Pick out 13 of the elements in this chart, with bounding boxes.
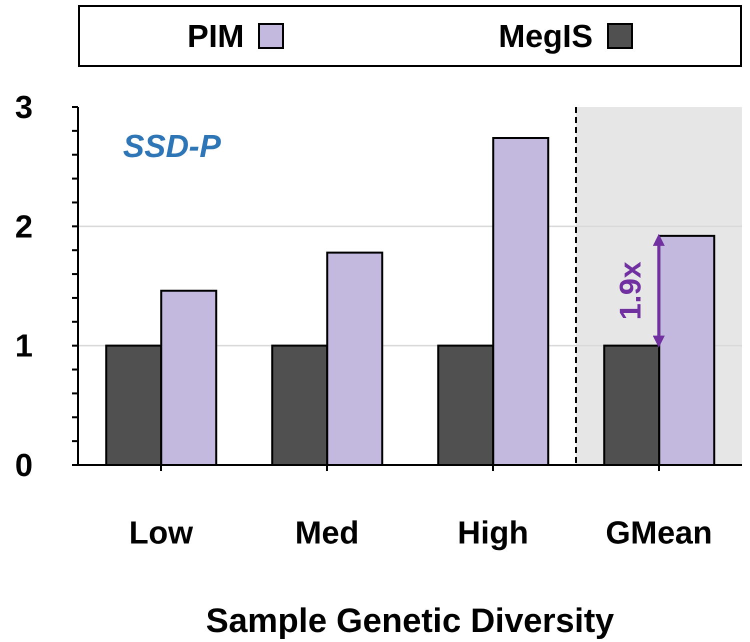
x-axis-title: Sample Genetic Diversity — [206, 602, 614, 640]
annotation: SSD-P — [123, 128, 222, 164]
x-tick-label: GMean — [606, 514, 712, 551]
y-tick-label: 2 — [15, 208, 33, 244]
y-tick-label: 3 — [15, 89, 33, 125]
legend-label: PIM — [187, 18, 244, 54]
annotation: 1.9x — [614, 261, 648, 320]
legend-label: MegIS — [498, 18, 593, 54]
y-tick-label: 1 — [15, 328, 33, 364]
x-tick-label: High — [457, 514, 529, 551]
x-tick-label: Med — [295, 514, 359, 551]
y-tick-label: 0 — [15, 447, 33, 483]
x-tick-label: Low — [129, 514, 194, 551]
